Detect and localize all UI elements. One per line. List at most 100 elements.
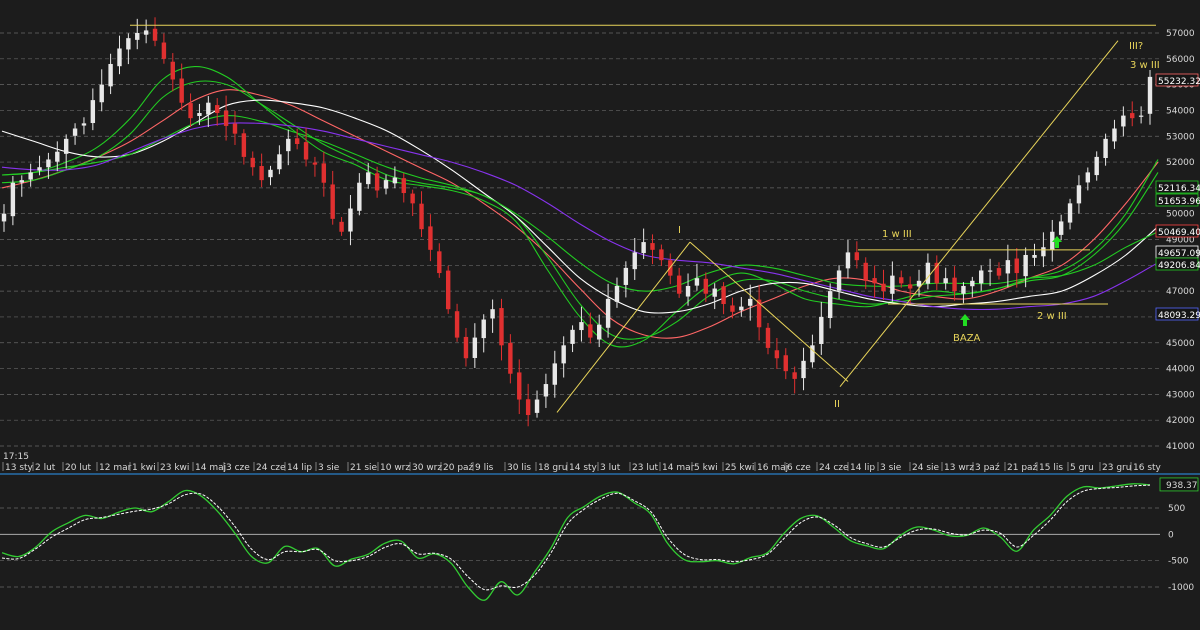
date-tick-label: 1 kwi bbox=[132, 463, 156, 473]
candle-body bbox=[170, 61, 175, 80]
oscillator-value-box bbox=[1159, 477, 1199, 492]
date-tick-label: 14 mar bbox=[662, 463, 695, 473]
date-tick-label: 24 cze bbox=[819, 463, 849, 473]
candle-body bbox=[454, 311, 460, 338]
oscillator-value-label: 938.37 bbox=[1166, 481, 1198, 491]
candle-body bbox=[1112, 128, 1117, 142]
date-tick-label: 16 maj bbox=[757, 463, 788, 473]
wave-label-i: I bbox=[678, 225, 681, 236]
candle-body bbox=[783, 355, 788, 372]
date-tick-label: 13 wrz bbox=[944, 463, 974, 473]
oscillator-green-line bbox=[1, 483, 1151, 601]
date-tick-label: 23 kwi bbox=[160, 463, 189, 473]
ma-value-label: 51653.96 bbox=[1158, 197, 1200, 207]
wave-iii-trend-line bbox=[839, 40, 1119, 387]
date-tick-label: 3 sie bbox=[880, 463, 902, 473]
candle-body bbox=[1085, 172, 1091, 183]
date-tick-label: 24 sie bbox=[912, 463, 940, 473]
oscillator-axis-bg bbox=[1160, 476, 1200, 630]
candle-body bbox=[890, 275, 895, 294]
candle-body bbox=[1067, 203, 1073, 223]
candle-body bbox=[952, 277, 957, 292]
candle-body bbox=[303, 142, 309, 160]
candle-body bbox=[1032, 254, 1037, 258]
oscillator-tick-label: -1000 bbox=[1168, 583, 1194, 593]
date-tick-label: 14 lip bbox=[850, 463, 875, 473]
date-tick-label: 18 gru bbox=[538, 463, 567, 473]
candle-body bbox=[419, 203, 424, 230]
price-tick-label: 42000 bbox=[1166, 416, 1195, 426]
candle-body bbox=[685, 285, 691, 297]
candle-body bbox=[623, 267, 629, 285]
candle-body bbox=[1058, 221, 1064, 235]
wave-label-3-w-iii: 3 w III bbox=[1130, 60, 1160, 71]
candle-body bbox=[72, 128, 78, 136]
date-tick-label: 13 sty bbox=[5, 463, 34, 473]
candle-body bbox=[259, 166, 264, 181]
candle-body bbox=[1005, 260, 1011, 274]
ma-value-box bbox=[1155, 224, 1199, 238]
candle-body bbox=[223, 110, 229, 126]
price-gridlines bbox=[0, 32, 1160, 447]
candle-body bbox=[508, 342, 513, 374]
candle-body bbox=[197, 113, 202, 116]
ma-value-label: 50469.40 bbox=[1158, 228, 1200, 238]
price-tick-label: 49000 bbox=[1166, 236, 1195, 246]
candle-body bbox=[250, 157, 255, 168]
price-tick-label: 43000 bbox=[1166, 390, 1195, 400]
date-tick-label: 14 lip bbox=[287, 463, 312, 473]
candle-body bbox=[712, 288, 717, 297]
price-tick-label: 53000 bbox=[1166, 132, 1195, 142]
date-tick-label: 5 kwi bbox=[694, 463, 718, 473]
ma-value-box bbox=[1155, 307, 1199, 321]
candle-body bbox=[46, 159, 51, 168]
candle-body bbox=[916, 280, 922, 287]
date-tick-label: 23 gru bbox=[1102, 463, 1131, 473]
candles bbox=[1, 17, 1153, 427]
date-axis-bg bbox=[0, 462, 1200, 472]
candle-body bbox=[561, 345, 566, 364]
date-tick-label: 5 gru bbox=[1070, 463, 1094, 473]
ma-value-label: 55232.32 bbox=[1158, 77, 1200, 87]
candle-body bbox=[135, 33, 140, 40]
candle-body bbox=[605, 298, 611, 328]
candle-body bbox=[117, 48, 122, 67]
date-tick-label: 14 maj bbox=[195, 463, 226, 473]
wave-label-iii-question: III? bbox=[1129, 41, 1143, 52]
candle-body bbox=[286, 138, 291, 152]
ma-value-box bbox=[1155, 193, 1199, 207]
candle-body bbox=[659, 249, 664, 261]
candle-body bbox=[108, 63, 113, 87]
date-tick-label: 20 paź bbox=[443, 463, 474, 473]
oscillator-tick-label: -500 bbox=[1168, 557, 1189, 567]
candle-body bbox=[650, 243, 655, 250]
oscillator-tick-label: 0 bbox=[1168, 530, 1174, 540]
candle-body bbox=[437, 251, 442, 274]
candle-body bbox=[543, 384, 549, 397]
candle-body bbox=[1050, 231, 1055, 250]
ma-value-label: 49657.09 bbox=[1158, 249, 1200, 259]
candle-body bbox=[481, 319, 486, 339]
candle-body bbox=[294, 138, 300, 144]
candle-body bbox=[925, 262, 931, 284]
candle-body bbox=[934, 262, 939, 284]
candle-body bbox=[277, 154, 282, 170]
candle-body bbox=[99, 84, 104, 103]
candle-body bbox=[37, 167, 42, 171]
candle-body bbox=[55, 151, 60, 162]
candle-body bbox=[907, 284, 913, 289]
candle-body bbox=[721, 286, 726, 305]
candle-body bbox=[90, 100, 96, 124]
candle-body bbox=[970, 280, 975, 287]
candle-body bbox=[676, 275, 682, 294]
candle-body bbox=[979, 270, 984, 284]
price-tick-label: 57000 bbox=[1166, 29, 1195, 39]
date-tick-label: 21 paź bbox=[1007, 463, 1038, 473]
date-tick-label: 21 sie bbox=[350, 463, 378, 473]
wave-ii-down-line bbox=[689, 241, 849, 382]
date-tick-label: 10 wrz bbox=[380, 463, 410, 473]
candle-body bbox=[1138, 115, 1144, 117]
candle-body bbox=[330, 184, 335, 219]
date-tick-label: 14 sty bbox=[569, 463, 598, 473]
